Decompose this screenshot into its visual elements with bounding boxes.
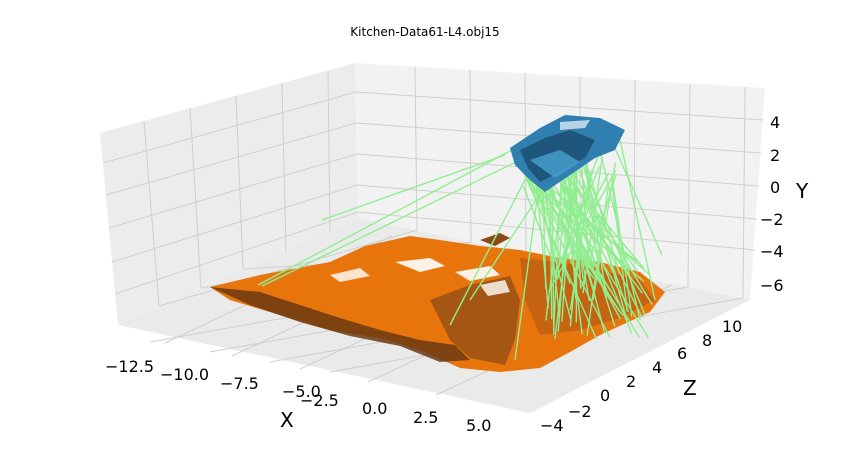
correspondence-line — [583, 155, 621, 274]
x-tick: −10.0 — [160, 365, 209, 384]
correspondence-line — [449, 169, 531, 326]
y-tick: 2 — [770, 146, 780, 165]
z-tick: 2 — [626, 372, 636, 391]
object-point-cloud — [510, 115, 625, 192]
correspondence-line — [561, 179, 583, 335]
y-axis-label: Y — [795, 179, 809, 203]
correspondence-line — [619, 139, 656, 301]
y-tick: −6 — [760, 276, 784, 295]
correspondence-line — [599, 149, 641, 321]
scene-cloud-fragment — [480, 233, 510, 246]
z-tick: 0 — [600, 386, 610, 405]
y-tick: −2 — [760, 210, 784, 229]
correspondence-line — [610, 174, 633, 317]
z-axis-label: Z — [683, 376, 697, 400]
z-tick: 6 — [677, 344, 687, 363]
x-axis-label: X — [280, 408, 294, 432]
scene-cloud-hole-2 — [455, 266, 500, 281]
x-tick: −12.5 — [105, 357, 154, 376]
scene-cloud-shade-1 — [210, 287, 470, 362]
correspondence-line — [571, 189, 616, 327]
correspondence-line — [528, 178, 611, 338]
x-tick: 2.5 — [413, 408, 438, 427]
z-tick: 4 — [652, 358, 662, 377]
scene-cloud-shade-2 — [430, 276, 520, 365]
correspondence-line — [522, 184, 555, 266]
y-tick-labels: 4 2 0 −2 −4 −6 — [760, 113, 784, 295]
scene-cloud-hole-1 — [395, 258, 445, 272]
correspondence-line — [469, 181, 549, 301]
correspondence-line — [543, 173, 561, 317]
x-tick: −2.5 — [300, 391, 339, 410]
z-tick: 8 — [702, 331, 712, 350]
scene-cloud-hole-4 — [480, 280, 510, 296]
correspondence-line — [321, 154, 506, 221]
chart-title: Kitchen-Data61-L4.obj15 — [350, 25, 499, 39]
x-tick: 0.0 — [362, 399, 387, 418]
x-tick: −5.0 — [282, 382, 321, 401]
z-tick: 10 — [722, 317, 742, 336]
y-tick: 0 — [770, 178, 780, 197]
correspondence-line — [514, 177, 541, 361]
object-cloud-stripe — [560, 120, 590, 130]
correspondence-line — [519, 164, 598, 340]
correspondence-line — [545, 166, 566, 321]
correspondence-line — [261, 159, 521, 287]
correspondence-line — [553, 166, 600, 278]
x-tick-labels: −12.5 −10.0 −7.5 −5.0 −2.5 0.0 2.5 5.0 — [105, 357, 491, 435]
z-tick: −4 — [540, 416, 564, 435]
x-tick: −7.5 — [220, 374, 259, 393]
x-tick: 5.0 — [466, 416, 491, 435]
correspondence-line — [257, 149, 513, 286]
correspondence-lines — [257, 139, 663, 361]
scene-cloud-hole-3 — [330, 268, 370, 282]
correspondence-line — [614, 147, 663, 256]
correspondence-line — [566, 177, 633, 334]
y-tick: 4 — [770, 113, 780, 132]
y-tick: −4 — [760, 242, 784, 261]
z-tick-labels: −4 −2 0 2 4 6 8 10 — [540, 317, 742, 435]
left-pane — [100, 63, 358, 325]
object-cloud-highlight — [530, 150, 580, 178]
z-tick: −2 — [568, 402, 592, 421]
axes-panes — [100, 63, 765, 413]
